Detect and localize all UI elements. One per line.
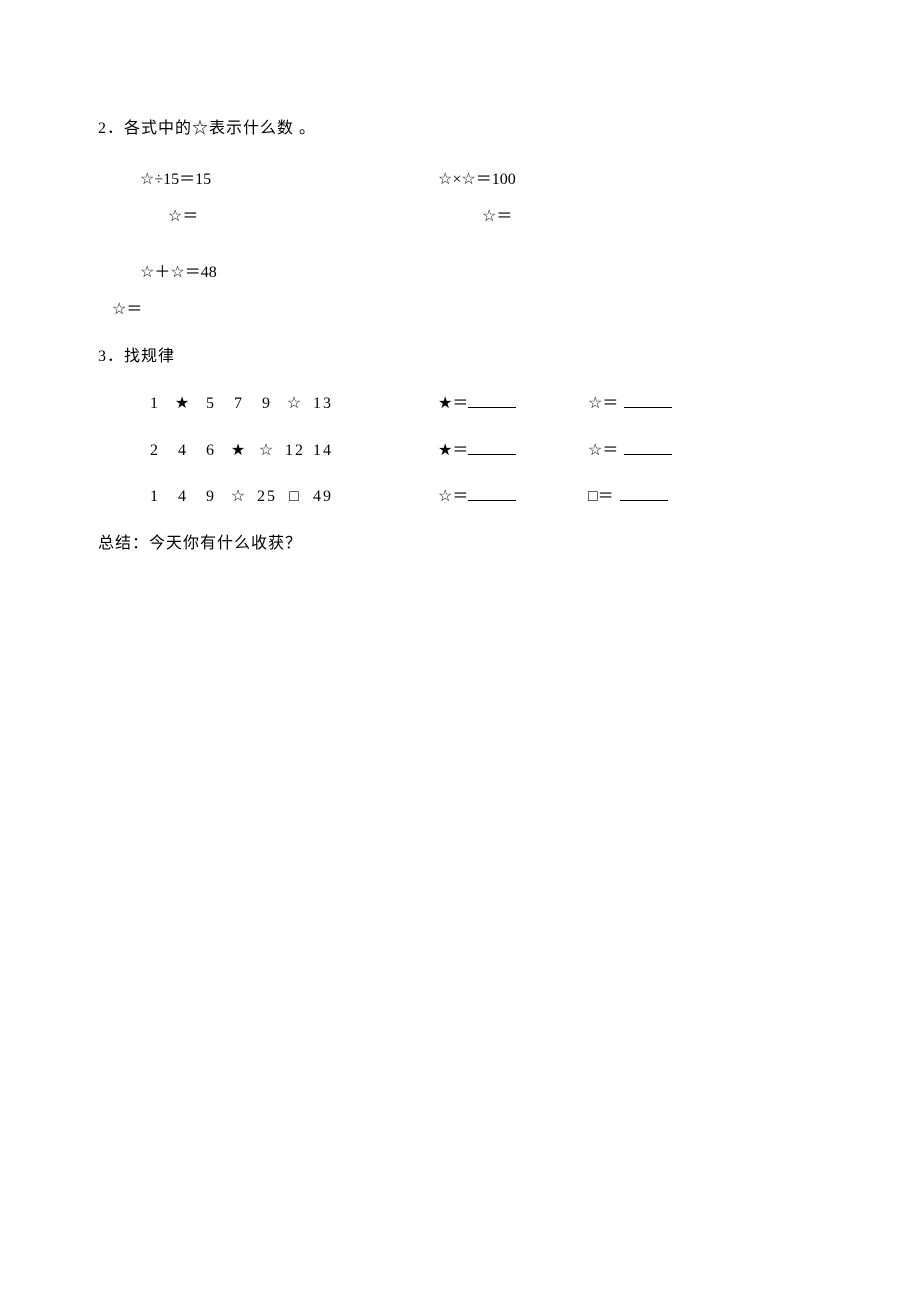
q2-eq2: ☆×☆＝100: [438, 166, 516, 195]
blank: [624, 439, 672, 454]
blank: [468, 439, 516, 454]
seq-item: 9: [256, 390, 278, 419]
ans-label: □＝: [588, 488, 614, 505]
q2-ans-row-1: ☆＝ ☆＝: [98, 203, 920, 232]
q2-ans2: ☆＝: [438, 203, 512, 232]
seq-item: 25: [256, 483, 278, 512]
seq-item: 5: [200, 390, 222, 419]
seq-item: ☆: [284, 390, 306, 419]
seq-item: □: [284, 483, 306, 512]
ans-label: ☆＝: [588, 395, 618, 412]
q3-heading: 3．找规律: [98, 343, 920, 372]
q2-heading: 2．各式中的☆表示什么数 。: [98, 115, 920, 144]
summary: 总结：今天你有什么收获？: [98, 530, 920, 559]
seq-item: 14: [312, 437, 334, 466]
q3-row-1: 1 ★ 5 7 9 ☆ 13 ★＝ ☆＝: [98, 390, 920, 419]
q3-seq-3: 1 4 9 ☆ 25 □ 49: [144, 483, 438, 512]
seq-item: 4: [172, 483, 194, 512]
q3-seq-1: 1 ★ 5 7 9 ☆ 13: [144, 390, 438, 419]
blank: [468, 486, 516, 501]
q3-row-2: 2 4 6 ★ ☆ 12 14 ★＝ ☆＝: [98, 437, 920, 466]
seq-item: ★: [228, 437, 250, 466]
seq-item: 1: [144, 390, 166, 419]
seq-item: ☆: [228, 483, 250, 512]
q3-ans3-1: ☆＝: [438, 483, 588, 512]
seq-item: 13: [312, 390, 334, 419]
seq-item: 12: [284, 437, 306, 466]
q2-row-1: ☆÷15＝15 ☆×☆＝100: [98, 166, 920, 195]
seq-item: 49: [312, 483, 334, 512]
seq-item: 2: [144, 437, 166, 466]
blank: [468, 393, 516, 408]
blank: [624, 393, 672, 408]
q2-ans3: ☆＝: [98, 296, 920, 325]
q3-ans1-1: ★＝: [438, 390, 588, 419]
q2-eq1: ☆÷15＝15: [98, 166, 438, 195]
q3-row-3: 1 4 9 ☆ 25 □ 49 ☆＝ □＝: [98, 483, 920, 512]
seq-item: 1: [144, 483, 166, 512]
seq-item: 4: [172, 437, 194, 466]
seq-item: 9: [200, 483, 222, 512]
ans-label: ★＝: [438, 442, 468, 459]
q3-ans1-2: ☆＝: [588, 390, 738, 419]
ans-label: ☆＝: [588, 442, 618, 459]
q3-ans2-2: ☆＝: [588, 437, 738, 466]
ans-label: ☆＝: [438, 488, 468, 505]
q3-ans2-1: ★＝: [438, 437, 588, 466]
seq-item: ★: [172, 390, 194, 419]
blank: [620, 486, 668, 501]
seq-item: 7: [228, 390, 250, 419]
q3-seq-2: 2 4 6 ★ ☆ 12 14: [144, 437, 438, 466]
q2-eq3: ☆＋☆＝48: [98, 259, 920, 288]
ans-label: ★＝: [438, 395, 468, 412]
q2-ans1: ☆＝: [98, 203, 438, 232]
seq-item: 6: [200, 437, 222, 466]
seq-item: ☆: [256, 437, 278, 466]
q3-ans3-2: □＝: [588, 483, 738, 512]
